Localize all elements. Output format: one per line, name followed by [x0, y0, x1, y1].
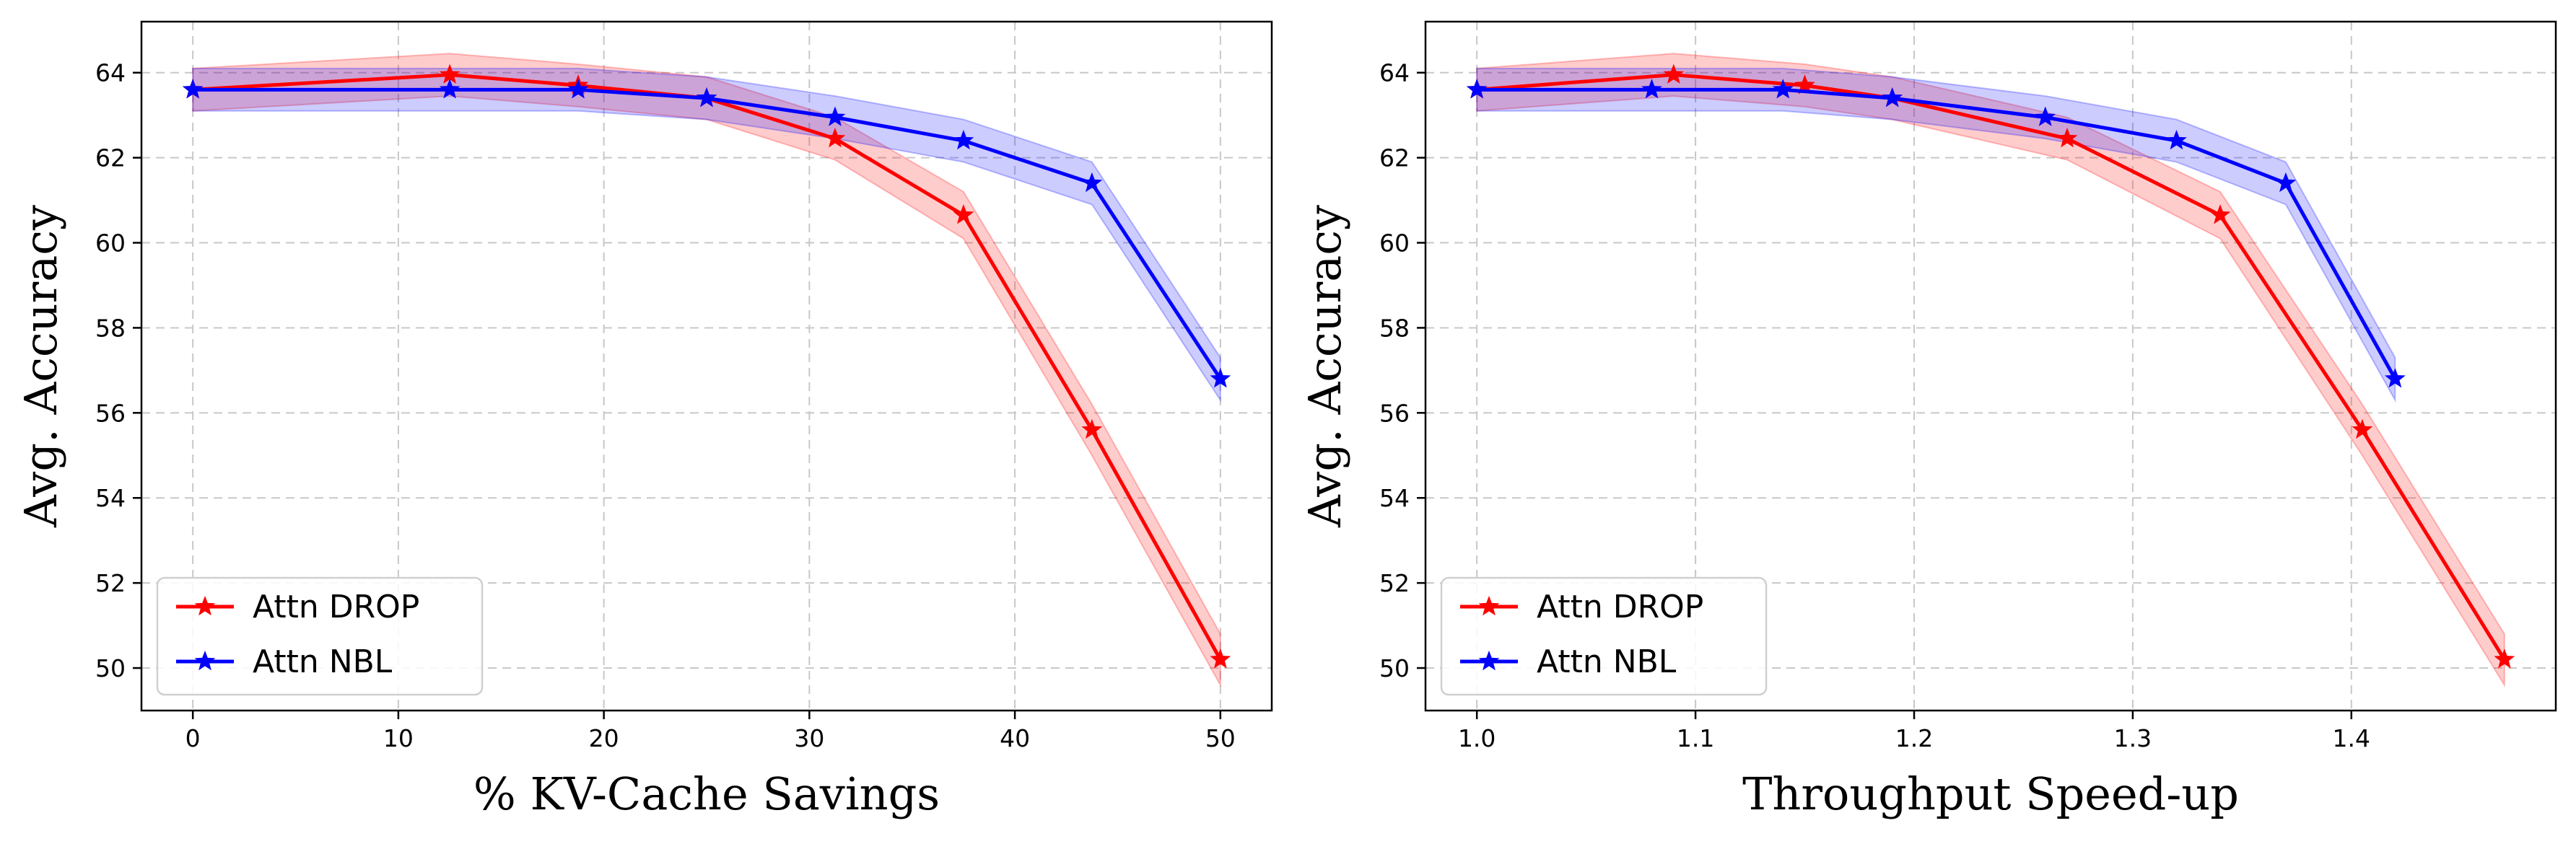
chart-kv-cache-savings: 0 10 20 30 40 50 50 52 54 56 58 60 62 64 % KV-Cache Sa… — [14, 20, 1273, 820]
data-point-attn-nbl — [824, 106, 846, 126]
x-tick-label: 1.4 — [2333, 724, 2370, 752]
data-point-attn-nbl — [1882, 87, 1903, 107]
data-point-attn-nbl — [2166, 129, 2187, 150]
x-tick-label: 40 — [1000, 724, 1030, 752]
data-point-attn-drop — [2494, 649, 2515, 669]
data-point-attn-drop — [1081, 418, 1103, 439]
legend-marker-attn-nbl — [1478, 650, 1500, 671]
y-tick-label: 64 — [95, 59, 126, 87]
data-point-attn-nbl — [2035, 106, 2056, 126]
data-point-attn-nbl — [953, 129, 974, 150]
data-point-attn-drop — [2056, 127, 2078, 148]
x-tick-label: 50 — [1205, 724, 1236, 752]
x-tick-label: 1.1 — [1677, 724, 1714, 752]
data-point-attn-drop — [2352, 418, 2373, 439]
y-tick-label: 56 — [95, 399, 126, 427]
data-point-attn-drop — [824, 127, 846, 148]
legend-box — [1440, 576, 1768, 696]
y-tick-label: 50 — [1379, 654, 1410, 682]
y-tick-label: 62 — [95, 144, 126, 172]
data-point-attn-nbl — [2275, 172, 2297, 193]
y-tick-label: 52 — [1379, 569, 1410, 597]
y-tick-label: 64 — [1379, 59, 1410, 87]
x-tick-label: 30 — [794, 724, 824, 752]
data-point-attn-nbl — [439, 79, 460, 99]
legend-marker-attn-nbl — [194, 650, 216, 671]
data-point-attn-nbl — [1466, 79, 1488, 99]
x-tick-label: 0 — [185, 724, 201, 752]
y-tick-label: 60 — [1379, 229, 1410, 258]
x-tick-label: 1.2 — [1895, 724, 1933, 752]
series-line-attn-nbl — [193, 87, 1222, 380]
y-tick-label: 58 — [1379, 314, 1410, 342]
confidence-band-attn-drop — [1476, 53, 2505, 688]
x-tick-label: 1.0 — [1458, 724, 1496, 752]
legend-label-attn-nbl: Attn NBL — [1537, 643, 1677, 680]
data-point-attn-drop — [1663, 63, 1685, 84]
legend-box — [156, 576, 484, 696]
data-point-attn-nbl — [1641, 79, 1662, 99]
data-point-attn-nbl — [1210, 368, 1231, 388]
confidence-band-attn-nbl — [1476, 67, 2396, 403]
y-axis-label: Avg. Accuracy — [1298, 205, 1351, 528]
y-tick-label: 60 — [95, 229, 126, 258]
series-line-attn-nbl — [1477, 87, 2397, 380]
x-tick-label: 10 — [383, 724, 414, 752]
data-point-attn-drop — [953, 204, 974, 224]
data-point-attn-nbl — [2384, 368, 2406, 388]
legend: Attn DROP Attn NBL — [156, 576, 484, 696]
legend-marker-attn-drop — [1478, 595, 1500, 616]
x-axis-label: % KV-Cache Savings — [473, 768, 940, 820]
legend-label-attn-drop: Attn DROP — [1537, 589, 1703, 625]
y-tick-label: 54 — [95, 484, 126, 512]
x-tick-label: 20 — [589, 724, 619, 752]
x-tick-label: 1.3 — [2114, 724, 2152, 752]
y-tick-label: 54 — [1379, 484, 1410, 512]
y-tick-label: 52 — [95, 569, 126, 597]
legend-label-attn-drop: Attn DROP — [253, 589, 419, 625]
data-point-attn-nbl — [1772, 79, 1794, 99]
data-point-attn-drop — [1794, 74, 1815, 94]
chart-throughput-speedup: 1.0 1.1 1.2 1.3 1.4 50 52 54 56 58 60 62 64 Throughpu… — [1298, 20, 2557, 820]
legend: Attn DROP Attn NBL — [1440, 576, 1768, 696]
y-axis-label: Avg. Accuracy — [14, 205, 67, 528]
series-line-attn-drop — [1476, 73, 2506, 661]
y-tick-label: 58 — [95, 314, 126, 342]
axes-frame — [1424, 20, 2557, 712]
data-point-attn-drop — [439, 63, 460, 84]
data-point-attn-nbl — [567, 79, 589, 99]
data-point-attn-nbl — [1081, 172, 1103, 193]
legend-label-attn-nbl: Attn NBL — [253, 643, 393, 680]
axes-frame — [140, 20, 1273, 712]
data-point-attn-nbl — [182, 79, 204, 99]
x-axis-label: Throughput Speed-up — [1742, 768, 2239, 820]
legend-marker-attn-drop — [194, 595, 216, 616]
series-line-attn-drop — [193, 73, 1223, 661]
data-point-attn-drop — [2209, 204, 2231, 224]
data-point-attn-drop — [1210, 649, 1231, 669]
y-tick-label: 62 — [1379, 144, 1410, 172]
data-point-attn-nbl — [696, 87, 717, 107]
y-tick-label: 50 — [95, 654, 126, 682]
y-tick-label: 56 — [1379, 399, 1410, 427]
confidence-band-attn-nbl — [192, 67, 1221, 403]
